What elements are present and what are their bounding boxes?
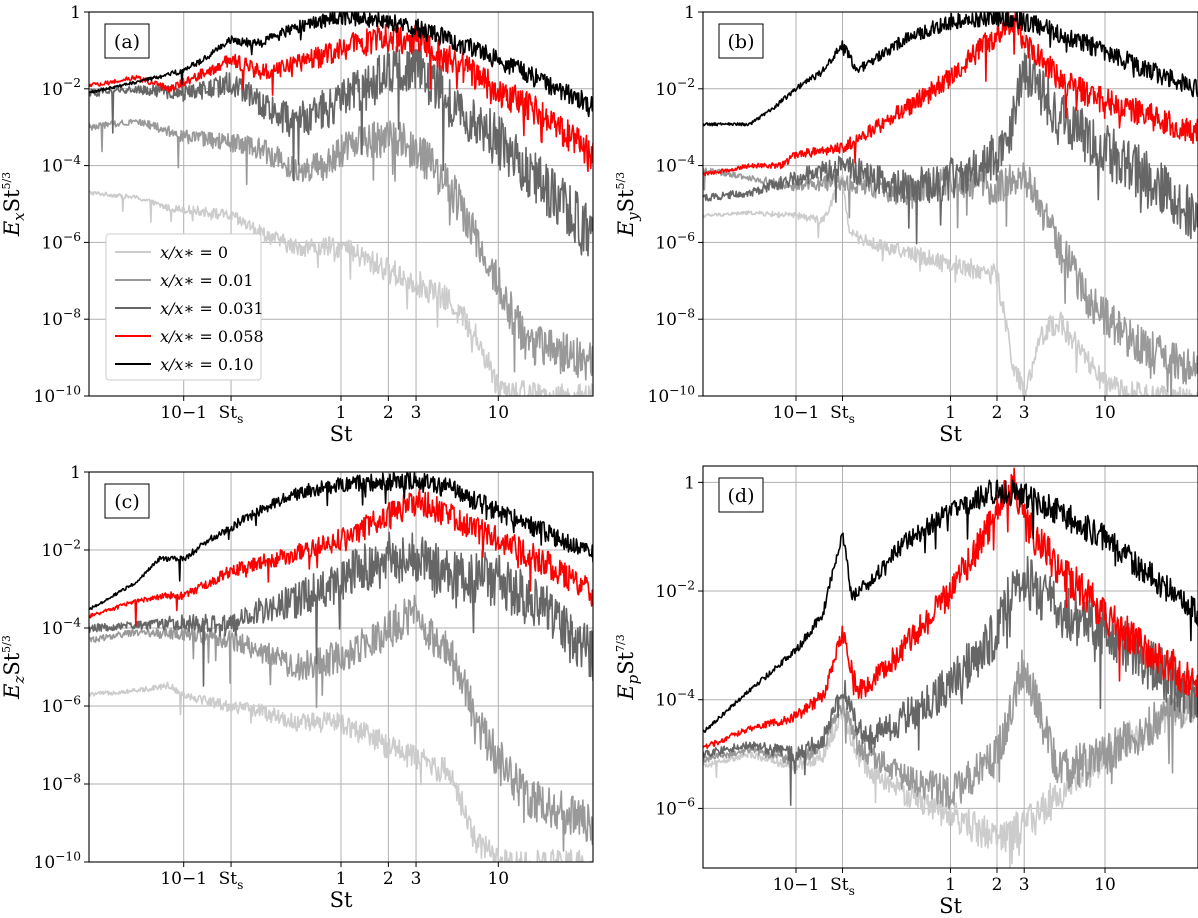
y-tick-label: 10−6 [655,796,695,820]
panel-label-text: (b) [728,31,755,53]
x-axis-label: St [939,894,962,918]
series-line-3 [89,531,593,687]
y-tick-label: 10−4 [41,615,81,639]
series-group [703,12,1198,396]
chart-panel-c: 10−1 Sts 1 2 3 1010−1010−810−610−410−21StEzSt… [0,463,594,912]
x-tick-label: 1 [336,403,347,423]
series-group [703,467,1198,868]
x-tick-label: 3 [1019,403,1030,423]
x-tick-label: 10 [487,869,509,889]
y-tick-label: 10−8 [41,771,81,795]
y-tick-label: 10−10 [34,383,81,407]
series-line-2 [89,594,593,852]
y-tick-label: 10−6 [41,230,81,254]
y-tick-label: 10−2 [655,578,695,602]
series-line-5 [703,12,1198,127]
x-tick-label: Sts [219,869,244,892]
x-tick-label: 10 [487,403,509,423]
series-line-3 [703,555,1198,806]
panel-label: (d) [718,477,764,513]
x-tick-label: 1 [945,403,956,423]
x-tick-label: 3 [411,403,422,423]
panel-label-text: (a) [114,31,140,53]
series-line-1 [703,174,1198,396]
x-axis-label: St [939,422,962,446]
series-line-5 [89,472,593,610]
x-tick-label: 10 [1094,875,1116,895]
panel-label: (b) [718,23,764,59]
x-tick-label: 10 [1094,403,1116,423]
panel-label: (a) [104,23,150,59]
y-tick-label: 10−2 [655,76,695,100]
series-line-4 [89,488,593,627]
series-line-1 [89,681,592,862]
series-line-3 [89,43,593,257]
chart-panel-b: 10−1 Sts 1 2 3 1010−1010−810−610−410−21StEySt… [614,3,1198,446]
y-tick-label: 1 [684,3,695,23]
x-tick-label: Sts [830,403,855,426]
panel-label: (c) [104,483,150,519]
legend-box [105,233,262,381]
x-tick-label: 3 [1019,875,1030,895]
y-tick-label: 10−4 [41,153,81,177]
y-tick-label: 10−4 [655,153,695,177]
x-tick-label: 2 [992,403,1003,423]
legend-entry: x/x∗ = 0.01 [160,271,254,290]
y-axis-label: EpSt7/3 [614,634,642,700]
legend-entry: x/x∗ = 0.10 [160,355,254,374]
series-group [89,472,593,862]
y-tick-label: 10−10 [648,383,695,407]
series-line-2 [703,162,1198,396]
series-line-4 [703,12,1198,177]
y-tick-label: 10−2 [41,76,81,100]
x-tick-label: 1 [336,869,347,889]
series-line-2 [703,649,1198,810]
x-tick-label: 2 [383,869,394,889]
series-line-5 [89,12,593,118]
y-tick-label: 10−6 [41,693,81,717]
x-tick-label: 1 [945,875,956,895]
x-tick-label: 10−1 [160,403,207,423]
x-tick-label: 3 [411,869,422,889]
legend-entry: x/x∗ = 0.031 [160,299,264,318]
x-tick-label: 2 [383,403,394,423]
series-line-5 [703,479,1198,733]
series-line-4 [89,23,593,173]
legend-entry: x/x∗ = 0.058 [160,327,264,346]
y-axis-label: EzSt5/3 [0,635,28,700]
y-tick-label: 10−2 [41,537,81,561]
panel-label-text: (c) [114,491,139,513]
y-tick-label: 1 [684,473,695,493]
y-tick-label: 10−8 [655,307,695,331]
x-axis-label: St [330,422,353,446]
y-tick-label: 10−10 [34,849,81,873]
panel-label-text: (d) [728,485,755,507]
x-axis-label: St [330,888,353,912]
x-tick-label: 10−1 [773,875,820,895]
y-tick-label: 10−6 [655,230,695,254]
legend-entry: x/x∗ = 0 [160,243,228,262]
series-line-4 [703,467,1198,749]
legend: x/x∗ = 0 x/x∗ = 0.01 x/x∗ = 0.031 x/x∗ = 0.… [105,233,264,381]
series-line-1 [89,190,593,396]
y-axis-label: ExSt5/3 [0,172,28,237]
y-tick-label: 10−4 [655,687,695,711]
x-tick-label: 10−1 [773,403,820,423]
x-tick-label: Sts [219,403,244,426]
series-line-3 [703,52,1198,245]
chart-panel-a: 10−1 Sts 1 2 3 1010−1010−810−610−410−21StExSt… [0,3,594,446]
series-line-2 [89,118,593,381]
x-tick-label: 10−1 [160,869,207,889]
x-tick-label: 2 [992,875,1003,895]
y-tick-label: 1 [70,3,81,23]
series-group [89,12,593,396]
x-tick-label: Sts [830,875,855,898]
y-axis-label: EySt5/3 [614,172,642,237]
y-tick-label: 1 [70,463,81,483]
y-tick-label: 10−8 [41,307,81,331]
